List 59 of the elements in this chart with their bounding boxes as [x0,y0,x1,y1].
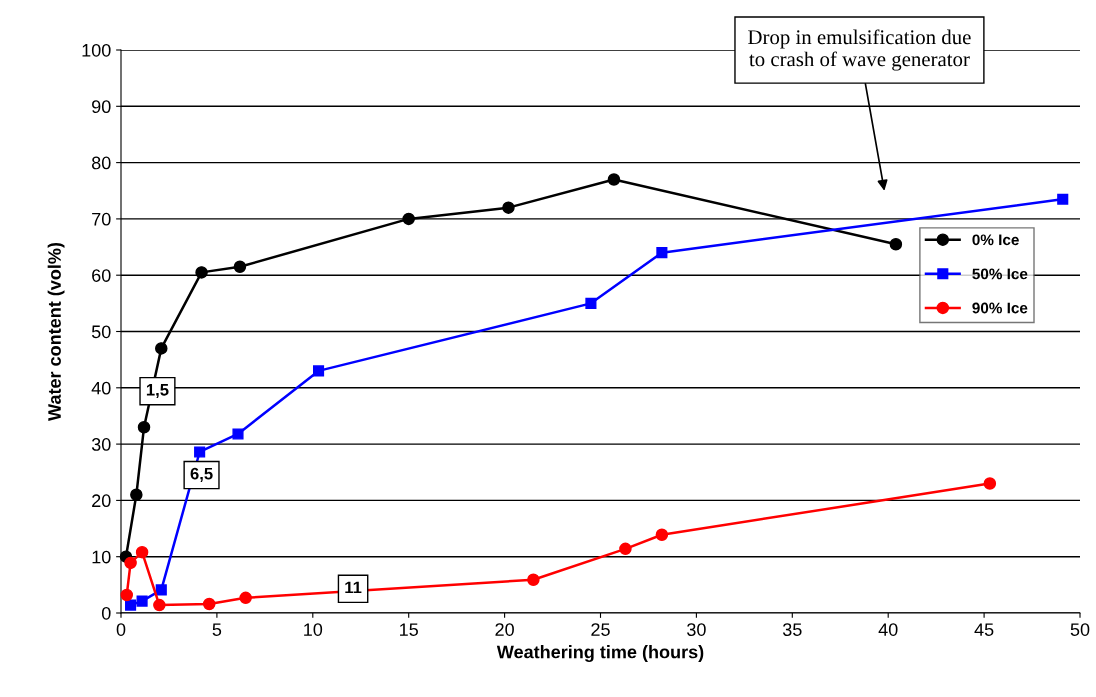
x-tick-label: 0 [116,623,126,636]
point [135,545,149,559]
point [607,173,621,186]
x-tick-label: 10 [304,623,323,636]
point [655,528,669,541]
x-tick-label: 35 [782,623,802,636]
y-tick-label: 90 [92,100,111,114]
point [889,237,903,251]
point [130,488,143,502]
y-tick-label: 20 [92,494,111,508]
point [153,598,166,612]
point [1057,193,1069,205]
x-tick-label: 25 [591,623,610,636]
x-tick-label: 50 [1070,623,1090,636]
point [233,260,247,274]
x-tick-label: 30 [687,623,706,636]
point [194,446,206,458]
point [239,591,252,605]
y-tick-label: 40 [91,381,111,395]
y-tick-label: 100 [82,43,111,57]
y-tick-label: 50 [91,325,111,339]
y-axis-title: Water content (vol%) [47,242,65,421]
point [585,297,597,309]
x-tick-label: 15 [400,623,418,636]
point [619,542,632,556]
point [125,599,137,611]
y-tick-label: 10 [92,550,111,564]
y-tick-label: 60 [92,269,111,282]
x-tick-label: 45 [974,623,994,636]
point [195,266,208,279]
y-tick-label: 80 [91,156,111,170]
point [136,595,148,607]
point [312,365,325,377]
y-tick-label: 70 [92,212,111,226]
point [983,477,997,490]
legend-label: 50% Ice [972,268,1028,280]
legend-label: 0% Ice [972,234,1019,246]
point [402,212,415,226]
x-tick-label: 5 [212,623,222,636]
point [124,556,137,570]
annotation: 6,5 [190,467,213,482]
annotation: 11 [345,581,362,594]
x-axis-title: Weathering time (hours) [496,645,704,663]
point [155,584,167,596]
y-tick-label: 0 [101,606,111,620]
point [202,597,216,611]
point [502,201,515,214]
point [656,247,668,259]
point [232,428,244,440]
annotation: 1,5 [146,384,169,399]
x-tick-label: 40 [878,623,898,636]
legend-label: 90% Ice [972,302,1028,314]
point [120,588,134,602]
point [527,573,540,587]
y-tick-label: 30 [91,438,111,451]
x-tick-label: 20 [495,623,514,636]
point [155,342,168,355]
point [137,420,151,434]
annotation: Drop in emulsification due to crash of wave generator [748,29,971,71]
